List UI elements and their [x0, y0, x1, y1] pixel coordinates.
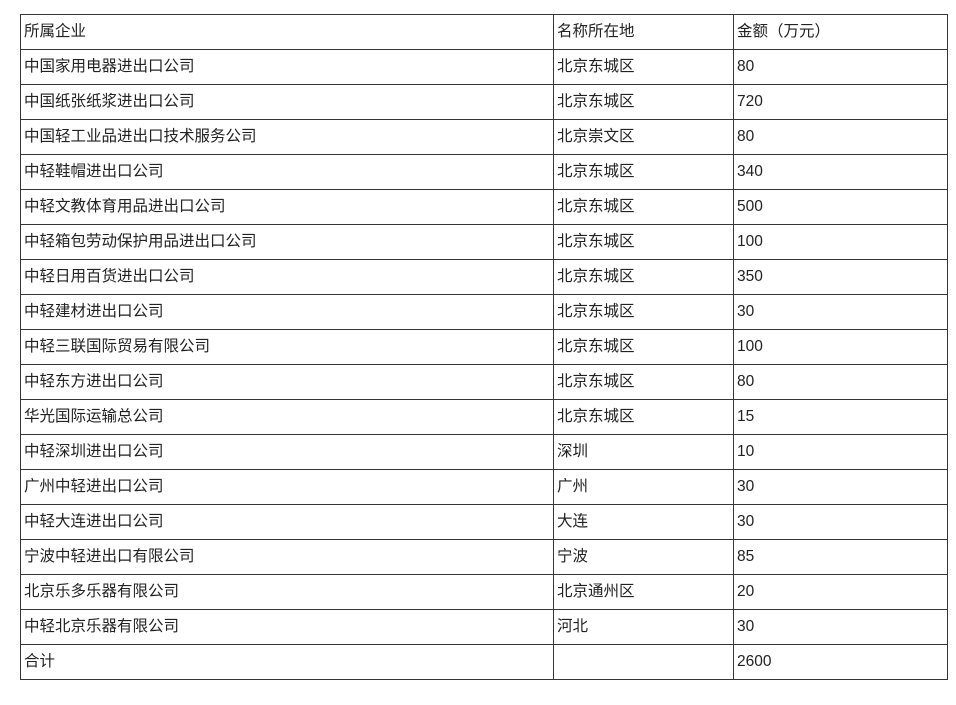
amount-cell: 15: [733, 399, 948, 435]
location-cell: 北京东城区: [553, 224, 734, 260]
location-cell: 北京东城区: [553, 84, 734, 120]
table-row: 中国轻工业品进出口技术服务公司 北京崇文区 80: [20, 119, 948, 155]
table-row: 中轻日用百货进出口公司 北京东城区 350: [20, 259, 948, 295]
amount-cell: 350: [733, 259, 948, 295]
amount-cell: 30: [733, 504, 948, 540]
amount-cell: 10: [733, 434, 948, 470]
amount-cell: 100: [733, 329, 948, 365]
amount-cell: 80: [733, 119, 948, 155]
column-header-amount: 金额（万元）: [733, 14, 948, 50]
company-cell: 中轻建材进出口公司: [20, 294, 554, 330]
company-cell: 北京乐多乐器有限公司: [20, 574, 554, 610]
amount-cell: 2600: [733, 644, 948, 680]
table-row: 中国纸张纸浆进出口公司 北京东城区 720: [20, 84, 948, 120]
amount-cell: 500: [733, 189, 948, 225]
table-row: 中轻深圳进出口公司 深圳 10: [20, 434, 948, 470]
table-row: 中轻文教体育用品进出口公司 北京东城区 500: [20, 189, 948, 225]
company-cell: 中轻三联国际贸易有限公司: [20, 329, 554, 365]
location-cell: [553, 644, 734, 680]
table-row: 北京乐多乐器有限公司 北京通州区 20: [20, 574, 948, 610]
table-row: 中轻鞋帽进出口公司 北京东城区 340: [20, 154, 948, 190]
location-cell: 宁波: [553, 539, 734, 575]
table-row: 中轻大连进出口公司 大连 30: [20, 504, 948, 540]
company-cell: 广州中轻进出口公司: [20, 469, 554, 505]
company-cell: 中轻日用百货进出口公司: [20, 259, 554, 295]
company-cell: 中轻深圳进出口公司: [20, 434, 554, 470]
location-cell: 大连: [553, 504, 734, 540]
table-body: 中国家用电器进出口公司 北京东城区 80 中国纸张纸浆进出口公司 北京东城区 720 中国轻…: [20, 49, 948, 680]
company-cell: 宁波中轻进出口有限公司: [20, 539, 554, 575]
company-cell: 中轻北京乐器有限公司: [20, 609, 554, 645]
company-cell: 中国纸张纸浆进出口公司: [20, 84, 554, 120]
amount-cell: 30: [733, 469, 948, 505]
column-header-location: 名称所在地: [553, 14, 734, 50]
table-row: 广州中轻进出口公司 广州 30: [20, 469, 948, 505]
location-cell: 北京东城区: [553, 294, 734, 330]
company-cell: 华光国际运输总公司: [20, 399, 554, 435]
company-cell: 中轻大连进出口公司: [20, 504, 554, 540]
location-cell: 广州: [553, 469, 734, 505]
location-cell: 北京东城区: [553, 49, 734, 85]
location-cell: 北京东城区: [553, 329, 734, 365]
table-row: 华光国际运输总公司 北京东城区 15: [20, 399, 948, 435]
company-cell: 中轻鞋帽进出口公司: [20, 154, 554, 190]
amount-cell: 340: [733, 154, 948, 190]
location-cell: 河北: [553, 609, 734, 645]
table-row: 中轻北京乐器有限公司 河北 30: [20, 609, 948, 645]
table-row: 中轻东方进出口公司 北京东城区 80: [20, 364, 948, 400]
amount-cell: 85: [733, 539, 948, 575]
amount-cell: 80: [733, 49, 948, 85]
total-row: 合计 2600: [20, 644, 948, 680]
company-cell: 合计: [20, 644, 554, 680]
amount-cell: 720: [733, 84, 948, 120]
location-cell: 北京东城区: [553, 189, 734, 225]
location-cell: 北京东城区: [553, 399, 734, 435]
amount-cell: 30: [733, 609, 948, 645]
company-cell: 中国轻工业品进出口技术服务公司: [20, 119, 554, 155]
table-row: 中轻箱包劳动保护用品进出口公司 北京东城区 100: [20, 224, 948, 260]
amount-cell: 20: [733, 574, 948, 610]
location-cell: 北京东城区: [553, 364, 734, 400]
company-cell: 中轻东方进出口公司: [20, 364, 554, 400]
location-cell: 北京通州区: [553, 574, 734, 610]
table-row: 宁波中轻进出口有限公司 宁波 85: [20, 539, 948, 575]
column-header-company: 所属企业: [20, 14, 554, 50]
location-cell: 深圳: [553, 434, 734, 470]
company-cell: 中国家用电器进出口公司: [20, 49, 554, 85]
amount-cell: 100: [733, 224, 948, 260]
location-cell: 北京崇文区: [553, 119, 734, 155]
location-cell: 北京东城区: [553, 259, 734, 295]
company-cell: 中轻箱包劳动保护用品进出口公司: [20, 224, 554, 260]
amount-cell: 30: [733, 294, 948, 330]
table-row: 中轻三联国际贸易有限公司 北京东城区 100: [20, 329, 948, 365]
location-cell: 北京东城区: [553, 154, 734, 190]
header-row: 所属企业 名称所在地 金额（万元）: [20, 14, 948, 50]
company-cell: 中轻文教体育用品进出口公司: [20, 189, 554, 225]
amount-cell: 80: [733, 364, 948, 400]
table-row: 中轻建材进出口公司 北京东城区 30: [20, 294, 948, 330]
enterprise-amount-table: 所属企业 名称所在地 金额（万元） 中国家用电器进出口公司 北京东城区 80 中国纸张纸浆…: [20, 14, 948, 680]
table-row: 中国家用电器进出口公司 北京东城区 80: [20, 49, 948, 85]
